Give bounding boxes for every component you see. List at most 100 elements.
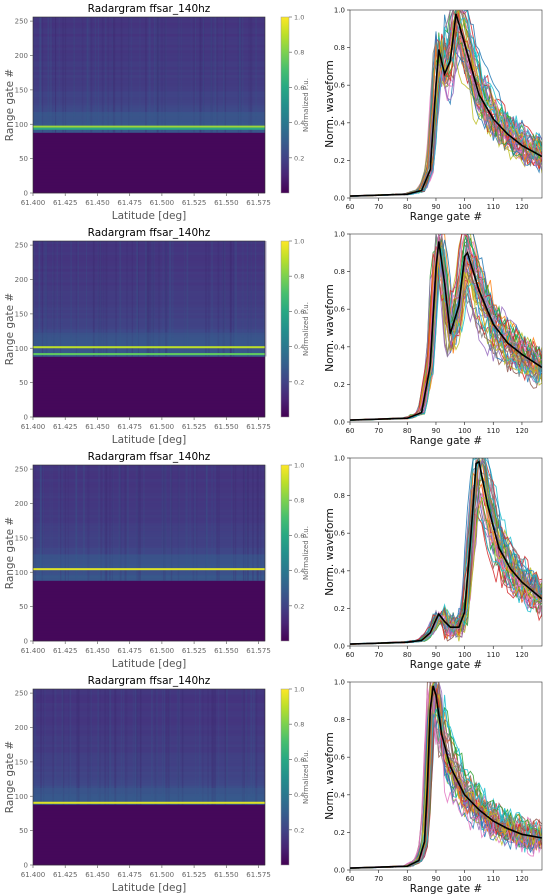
heatmap-streak: [151, 241, 153, 357]
heatmap-streak: [100, 241, 102, 357]
x-axis-label: Range gate #: [410, 211, 482, 223]
heatmap-row: [33, 326, 265, 330]
heatmap-row: [33, 293, 265, 297]
heatmap-streak: [135, 241, 138, 357]
heatmap-streak: [61, 689, 64, 805]
heatmap-streak: [217, 689, 220, 805]
x-tick-label: 61.425: [53, 199, 78, 207]
heatmap-streak: [41, 241, 44, 357]
heatmap-streak: [206, 465, 208, 581]
heatmap-row: [33, 348, 265, 352]
heatmap-streak: [52, 17, 54, 133]
y-tick-label: 1.0: [334, 7, 345, 15]
heatmap-streak: [128, 17, 130, 133]
x-tick-label: 61.550: [214, 871, 239, 879]
heatmap-row: [33, 74, 265, 78]
x-tick-label: 60: [346, 651, 355, 659]
heatmap-row: [33, 359, 265, 363]
heatmap-streak: [61, 465, 63, 581]
heatmap-streak: [165, 241, 168, 357]
heatmap-streak: [137, 689, 139, 805]
heatmap-row: [33, 406, 265, 410]
heatmap-streak: [148, 17, 151, 133]
heatmap-streak: [51, 241, 55, 357]
heatmap-streak: [226, 689, 228, 805]
heatmap-row: [33, 102, 265, 106]
heatmap-streak: [232, 241, 235, 357]
heatmap-row: [33, 525, 265, 529]
heatmap-row: [33, 815, 265, 819]
y-axis-label: Range gate #: [4, 741, 16, 813]
heatmap-streak: [254, 689, 256, 805]
heatmap-streak: [105, 17, 107, 133]
y-tick-label: 0.6: [334, 530, 346, 538]
x-tick-label: 110: [487, 651, 500, 659]
heatmap-row: [33, 856, 265, 860]
heatmap-row: [33, 613, 265, 617]
y-tick-label: 0: [24, 190, 28, 198]
heatmap-row: [33, 307, 265, 311]
heatmap-row: [33, 638, 265, 642]
y-tick-label: 0.4: [334, 567, 346, 575]
heatmap-row: [33, 735, 265, 739]
radargram-panel: Radargram ffsar_140hz 0 50 100 150 200 250 61.4…: [4, 3, 310, 222]
heatmap-row: [33, 282, 265, 286]
heatmap-streak: [93, 241, 95, 357]
x-tick-label: 60: [346, 875, 355, 883]
heatmap-row: [33, 774, 265, 778]
heatmap-streak: [243, 465, 245, 581]
y-tick-label: 0.8: [334, 716, 345, 724]
heatmap-row: [33, 271, 265, 275]
y-tick-label: 0.8: [334, 492, 345, 500]
x-tick-label: 61.500: [150, 647, 175, 655]
heatmap-row: [33, 168, 265, 172]
heatmap-row: [33, 599, 265, 603]
heatmap-streak: [68, 689, 70, 805]
heatmap-streak: [128, 17, 130, 133]
heatmap-row: [33, 351, 265, 355]
heatmap-streak: [178, 465, 180, 581]
waveform-samples: [350, 10, 542, 197]
heatmap-row: [33, 146, 265, 150]
colorbar-tick-label: 0.6: [294, 84, 304, 92]
waveform-samples: [350, 458, 542, 645]
x-tick-label: 100: [458, 651, 471, 659]
heatmap-streak: [49, 465, 51, 581]
heatmap-streaks: [34, 465, 267, 581]
heatmap-row: [33, 716, 265, 720]
heatmap-streak: [214, 689, 216, 805]
heatmap-surface-band: [33, 568, 265, 571]
heatmap-row: [33, 713, 265, 717]
heatmap-streak: [250, 689, 253, 805]
radargram-panel: Radargram ffsar_140hz 0 50 100 150 200 250 61.4…: [4, 675, 310, 894]
heatmap-streak: [113, 17, 116, 133]
heatmap-streak: [161, 465, 164, 581]
y-tick-label: 0.4: [334, 343, 346, 351]
x-tick-label: 61.425: [53, 871, 78, 879]
heatmap-streak: [217, 241, 220, 357]
heatmap-streak: [200, 17, 202, 133]
x-tick-label: 120: [515, 203, 528, 211]
colorbar-tick-label: 1.0: [294, 462, 304, 470]
heatmap-streak: [119, 465, 122, 581]
heatmap-row: [33, 763, 265, 767]
heatmap-streak: [168, 689, 170, 805]
heatmap-row: [33, 118, 265, 122]
heatmap-row: [33, 99, 265, 103]
heatmap-row: [33, 506, 265, 510]
heatmap-streak: [33, 689, 36, 805]
heatmap-streak: [229, 241, 232, 357]
heatmap-row: [33, 632, 265, 636]
y-tick-label: 0.6: [334, 306, 346, 314]
heatmap-streak: [214, 17, 217, 133]
heatmap-row: [33, 812, 265, 816]
heatmap-streak: [233, 241, 235, 357]
heatmap-row: [33, 586, 265, 590]
heatmap-streak: [42, 17, 44, 133]
heatmap-row: [33, 132, 265, 136]
heatmap-row: [33, 495, 265, 499]
colorbar-label: Normalized P.u.: [302, 78, 310, 132]
heatmap-streak: [119, 465, 121, 581]
y-tick-label: 150: [15, 86, 28, 94]
